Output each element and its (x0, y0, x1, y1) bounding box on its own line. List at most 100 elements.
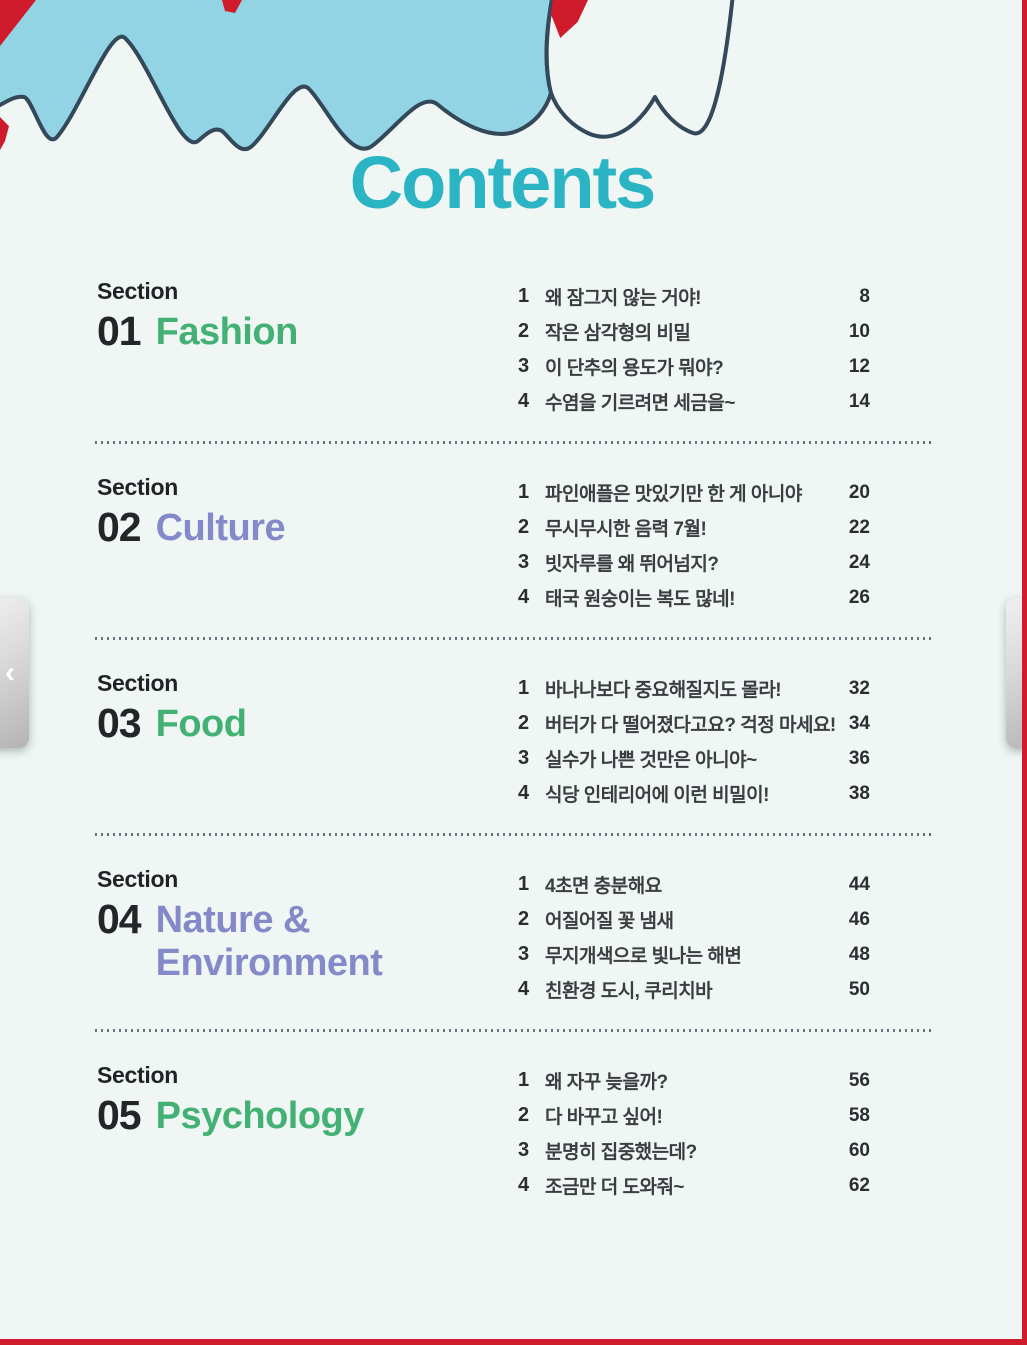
toc-item-number: 3 (518, 747, 530, 769)
toc-item-title: 무지개색으로 빛나는 해변 (545, 946, 742, 967)
section-block: Section 03 Food 1 바나나보다 중요해질지도 몰라! 32 2 버터가 다 떨… (97, 670, 872, 811)
toc-item-title: 작은 삼각형의 비밀 (545, 323, 691, 344)
toc-item-page: 56 (848, 1069, 870, 1091)
toc-item-page: 14 (848, 390, 870, 412)
section-block: Section 04 Nature & Environment 1 4초면 충분해요 44… (97, 866, 872, 1007)
toc-item[interactable]: 2 다 바꾸고 싶어! 58 (518, 1098, 870, 1133)
toc-item-title: 분명히 집중했는데? (545, 1142, 697, 1163)
toc-item-number: 3 (518, 1139, 530, 1161)
toc-item-number: 2 (518, 516, 530, 538)
toc-item[interactable]: 2 무시무시한 음력 7월! 22 (518, 510, 870, 545)
toc-item-page: 38 (848, 782, 870, 804)
toc-item-number: 1 (518, 873, 530, 895)
toc-item[interactable]: 3 분명히 집중했는데? 60 (518, 1133, 870, 1168)
section-block: Section 05 Psychology 1 왜 자꾸 늦을까? 56 2 다 바꾸고 싶어… (97, 1062, 872, 1203)
section-number: 02 (97, 504, 142, 550)
toc-item[interactable]: 2 어질어질 꽃 냄새 46 (518, 902, 870, 937)
chevron-left-icon: ‹ (5, 656, 15, 689)
toc-item-page: 50 (848, 978, 870, 1000)
toc-item[interactable]: 3 무지개색으로 빛나는 해변 48 (518, 937, 870, 972)
toc-item-title: 수염을 기르려면 세금을~ (545, 393, 735, 414)
section-heading: Section 01 Fashion (97, 278, 518, 419)
dotted-separator (95, 1029, 933, 1032)
toc-item-title: 친환경 도시, 쿠리치바 (545, 981, 713, 1002)
toc-item[interactable]: 1 왜 잠그지 않는 거야! 8 (518, 279, 870, 314)
section-items: 1 4초면 충분해요 44 2 어질어질 꽃 냄새 46 3 무지개색으로 빛나는 해변 48 4… (518, 866, 870, 1007)
section-title-row: 02 Culture (97, 504, 518, 550)
toc-item-number: 2 (518, 1104, 530, 1126)
toc-item-number: 4 (518, 586, 530, 608)
section-number: 01 (97, 308, 142, 354)
toc-item-page: 32 (848, 677, 870, 699)
toc-item[interactable]: 1 4초면 충분해요 44 (518, 867, 870, 902)
toc-item[interactable]: 1 바나나보다 중요해질지도 몰라! 32 (518, 671, 870, 706)
section-heading: Section 04 Nature & Environment (97, 866, 518, 1007)
toc-item[interactable]: 3 이 단추의 용도가 뭐야? 12 (518, 349, 870, 384)
toc-item-page: 12 (848, 355, 870, 377)
toc-item-title: 무시무시한 음력 7월! (545, 519, 707, 540)
cloud-sky-illustration (0, 0, 735, 151)
toc-item[interactable]: 1 왜 자꾸 늦을까? 56 (518, 1063, 870, 1098)
toc-item-title: 식당 인테리어에 이런 비밀이! (545, 785, 769, 806)
toc-item-number: 4 (518, 1174, 530, 1196)
page-title: Contents (349, 141, 657, 224)
toc-item-number: 2 (518, 712, 530, 734)
toc-item[interactable]: 2 버터가 다 떨어졌다고요? 걱정 마세요! 34 (518, 706, 870, 741)
toc-item-page: 10 (848, 320, 870, 342)
toc-item-number: 4 (518, 978, 530, 1000)
section-title-row: 03 Food (97, 702, 518, 746)
section-label: Section (97, 866, 178, 892)
toc-item[interactable]: 4 친환경 도시, 쿠리치바 50 (518, 972, 870, 1007)
dotted-separator (95, 637, 933, 640)
toc-item-title: 조금만 더 도와줘~ (545, 1177, 685, 1198)
section-name: Psychology (155, 1095, 365, 1137)
toc-item-page: 22 (848, 516, 870, 538)
section-number: 05 (97, 1092, 142, 1138)
section-title-row: 04 Nature & Environment (97, 898, 518, 984)
toc-item-number: 2 (518, 320, 530, 342)
toc-item-title: 4초면 충분해요 (545, 876, 662, 897)
toc-item-number: 4 (518, 782, 530, 804)
toc-item-number: 1 (518, 677, 530, 699)
toc-item-number: 1 (518, 481, 530, 503)
toc-item[interactable]: 1 파인애플은 맛있기만 한 게 아니야 20 (518, 475, 870, 510)
toc-item-title: 이 단추의 용도가 뭐야? (545, 358, 724, 379)
toc-item-page: 48 (848, 943, 870, 965)
toc-item-title: 어질어질 꽃 냄새 (545, 911, 674, 932)
toc-item-page: 44 (848, 873, 870, 895)
toc-item-title: 왜 잠그지 않는 거야! (545, 288, 702, 309)
toc-item[interactable]: 3 빗자루를 왜 뛰어넘지? 24 (518, 545, 870, 580)
toc-item-title: 파인애플은 맛있기만 한 게 아니야 (545, 484, 802, 505)
toc-item-number: 3 (518, 943, 530, 965)
toc-item[interactable]: 4 식당 인테리어에 이런 비밀이! 38 (518, 776, 870, 811)
toc-item-title: 실수가 나쁜 것만은 아니야~ (545, 750, 757, 771)
sky-shape (0, 0, 554, 151)
toc-item[interactable]: 2 작은 삼각형의 비밀 10 (518, 314, 870, 349)
section-title-row: 05 Psychology (97, 1092, 518, 1138)
toc-item[interactable]: 4 태국 원숭이는 복도 많네! 26 (518, 580, 870, 615)
section-items: 1 왜 자꾸 늦을까? 56 2 다 바꾸고 싶어! 58 3 분명히 집중했는데? 60 4 조금… (518, 1062, 870, 1203)
section-name: Nature & Environment (155, 899, 383, 984)
toc-item-title: 태국 원숭이는 복도 많네! (545, 589, 735, 610)
toc-item-number: 1 (518, 1069, 530, 1091)
toc-item-number: 3 (518, 355, 530, 377)
toc-item-number: 2 (518, 908, 530, 930)
section-name: Fashion (155, 311, 299, 353)
toc-item-page: 62 (848, 1174, 870, 1196)
toc-item-page: 24 (848, 551, 870, 573)
section-label: Section (97, 1062, 178, 1088)
toc-item-page: 8 (859, 285, 870, 307)
next-page-button[interactable]: › (1006, 598, 1027, 748)
chevron-right-icon: › (1020, 656, 1027, 690)
toc-item-page: 26 (848, 586, 870, 608)
toc-item-page: 46 (848, 908, 870, 930)
section-block: Section 02 Culture 1 파인애플은 맛있기만 한 게 아니야 20 2 무시… (97, 474, 872, 615)
toc-item-number: 1 (518, 285, 530, 307)
section-heading: Section 05 Psychology (97, 1062, 518, 1203)
toc-item[interactable]: 4 수염을 기르려면 세금을~ 14 (518, 384, 870, 419)
section-items: 1 왜 잠그지 않는 거야! 8 2 작은 삼각형의 비밀 10 3 이 단추의 용도가 뭐야… (518, 278, 870, 419)
section-label: Section (97, 278, 178, 304)
prev-page-button[interactable]: ‹ (0, 598, 29, 748)
toc-item[interactable]: 3 실수가 나쁜 것만은 아니야~ 36 (518, 741, 870, 776)
toc-item[interactable]: 4 조금만 더 도와줘~ 62 (518, 1168, 870, 1203)
